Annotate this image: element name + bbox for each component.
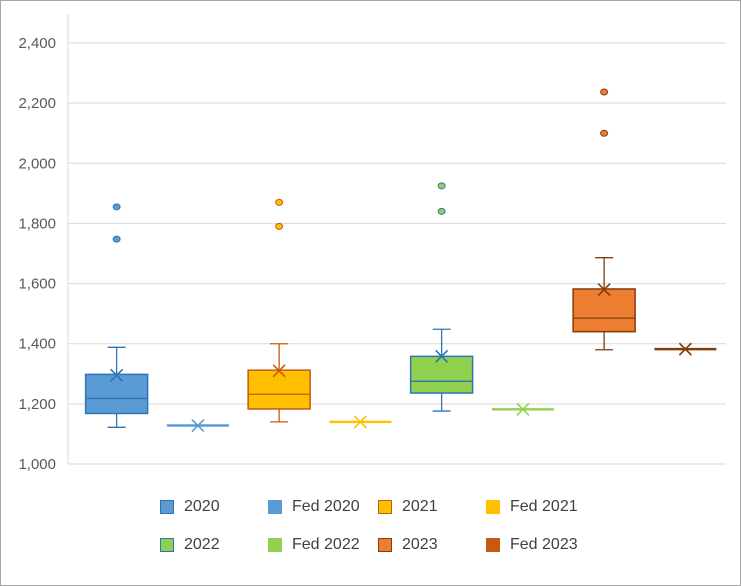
- series-2020-outlier-point: [112, 235, 121, 243]
- series-2023-outlier-point: [600, 129, 609, 137]
- series-2022-box: [409, 355, 474, 394]
- series-2021: [247, 198, 311, 423]
- gridlines: [68, 42, 726, 465]
- y-tick-label: 1,600: [18, 276, 56, 293]
- series-2023-outlier-point: [600, 88, 609, 96]
- series-2020-box: [84, 373, 149, 415]
- y-axis: 1,000 1,200 1,400 1,600 1,800 2,000 2,200 2,400: [18, 14, 69, 473]
- series-2021-outlier-point: [275, 198, 284, 206]
- legend-label: 2022: [184, 536, 220, 553]
- series-2020-mean-marker: [110, 368, 124, 382]
- legend-label: 2021: [402, 498, 438, 515]
- series-2021-mean-marker: [272, 364, 286, 378]
- series-fed-2021: [329, 415, 392, 429]
- legend-label: 2020: [184, 498, 220, 515]
- series-2021-outlier-point: [275, 222, 284, 230]
- y-tick-label: 1,400: [18, 336, 56, 353]
- series-fed-2023-mean-marker: [678, 342, 692, 356]
- legend-label: Fed 2021: [510, 498, 578, 515]
- series-2022-mean-marker: [435, 349, 449, 363]
- legend-label: Fed 2020: [292, 498, 360, 515]
- legend-swatch: [486, 538, 500, 552]
- series-2023: [572, 88, 636, 351]
- series-fed-2022-mean-marker: [516, 402, 530, 416]
- series-fed-2022: [491, 402, 554, 416]
- series-fed-2020-mean-marker: [191, 418, 205, 433]
- legend-item: Fed 2020: [268, 497, 378, 517]
- legend-label: Fed 2022: [292, 536, 360, 553]
- y-tick-label: 1,000: [18, 456, 56, 473]
- series-2023-mean-marker: [597, 283, 611, 297]
- legend-item: 2020: [160, 497, 268, 517]
- series-fed-2023: [654, 342, 717, 356]
- series-2020-outlier-point: [112, 203, 121, 211]
- legend-item: 2021: [378, 497, 486, 517]
- series-2022: [409, 182, 474, 412]
- legend-item: 2022: [160, 535, 268, 555]
- series-fed-2020: [166, 418, 229, 433]
- legend-swatch: [160, 538, 174, 552]
- legend-label: 2023: [402, 536, 438, 553]
- series-2022-outlier-point: [437, 182, 446, 190]
- legend-label: Fed 2023: [510, 536, 578, 553]
- series-2021-box: [247, 369, 311, 410]
- legend-item: Fed 2022: [268, 535, 378, 555]
- y-tick-label: 2,400: [18, 35, 56, 52]
- series-2022-outlier-point: [437, 207, 446, 215]
- legend-item: 2023: [378, 535, 486, 555]
- legend: 2020 Fed 2020 2021 Fed 2021 2022 Fed 2022 2023…: [160, 497, 600, 555]
- y-tick-label: 1,800: [18, 215, 56, 232]
- legend-item: Fed 2021: [486, 497, 596, 517]
- y-tick-label: 2,200: [18, 95, 56, 112]
- plot-area: [84, 88, 717, 433]
- legend-swatch: [268, 538, 282, 552]
- y-tick-label: 1,200: [18, 396, 56, 413]
- legend-swatch: [486, 500, 500, 514]
- legend-swatch: [160, 500, 174, 514]
- legend-swatch: [268, 500, 282, 514]
- series-fed-2021-mean-marker: [353, 415, 367, 429]
- series-2023-box: [572, 288, 636, 333]
- legend-swatch: [378, 538, 392, 552]
- legend-item: Fed 2023: [486, 535, 596, 555]
- legend-swatch: [378, 500, 392, 514]
- series-2020: [84, 203, 149, 428]
- y-tick-label: 2,000: [18, 155, 56, 172]
